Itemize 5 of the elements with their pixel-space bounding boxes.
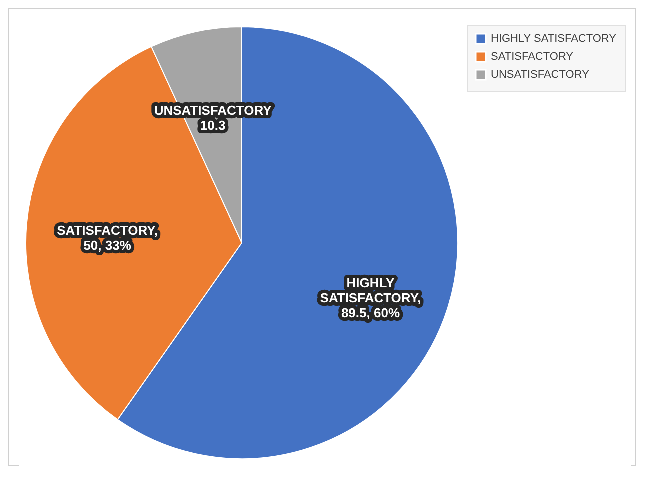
- legend-label: SATISFACTORY: [491, 51, 574, 63]
- data-label: SATISFACTORY, 50, 33%: [57, 222, 158, 253]
- legend-label: UNSATISFACTORY: [491, 69, 590, 81]
- data-label: HIGHLY SATISFACTORY, 89.5, 60%: [320, 276, 422, 321]
- legend-label: HIGHLY SATISFACTORY: [491, 33, 618, 45]
